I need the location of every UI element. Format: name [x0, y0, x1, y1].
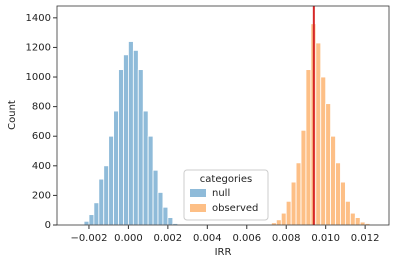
bar — [305, 69, 312, 226]
x-tick-label: 0.012 — [351, 233, 380, 244]
bar — [325, 103, 332, 226]
bar — [152, 169, 159, 226]
bar — [88, 214, 95, 226]
bar — [359, 221, 366, 226]
legend-swatch — [190, 189, 206, 197]
bar — [108, 135, 115, 226]
y-tick-label: 800 — [32, 102, 51, 113]
bar — [137, 69, 144, 226]
x-tick-label: 0.000 — [114, 233, 143, 244]
x-tick-label: 0.004 — [193, 233, 222, 244]
bar — [280, 212, 287, 226]
plot-frame — [56, 5, 390, 226]
y-tick-label: 0 — [45, 220, 51, 231]
x-tick-label: 0.008 — [272, 233, 301, 244]
bar — [123, 54, 129, 226]
bar — [147, 135, 154, 226]
bar — [330, 135, 336, 226]
bar — [98, 178, 105, 226]
legend-label: null — [212, 188, 230, 199]
x-axis-label: IRR — [215, 247, 232, 258]
bar — [132, 49, 139, 226]
x-tick-label: 0.002 — [154, 233, 183, 244]
y-tick-label: 1200 — [26, 42, 51, 53]
y-tick-label: 600 — [32, 131, 51, 142]
legend-swatch — [190, 204, 206, 212]
bar — [285, 200, 292, 226]
legend-label: observed — [212, 203, 258, 214]
bar — [335, 162, 341, 226]
bar — [354, 217, 361, 226]
bar — [83, 220, 90, 226]
bar — [167, 217, 174, 226]
bar — [295, 162, 302, 226]
bar — [275, 219, 282, 226]
bar — [103, 165, 110, 226]
y-axis-label: Count — [7, 100, 18, 130]
x-tick-label: 0.010 — [311, 233, 340, 244]
bar — [300, 129, 307, 226]
bar — [340, 181, 346, 226]
bar — [315, 42, 322, 226]
x-tick-label: −0.002 — [70, 233, 107, 244]
x-tick-label: 0.006 — [232, 233, 261, 244]
bar — [290, 181, 297, 226]
bar — [142, 110, 149, 226]
y-tick-label: 400 — [32, 161, 51, 172]
y-tick-label: 200 — [32, 190, 51, 201]
legend-title: categories — [200, 174, 252, 185]
bar — [118, 69, 124, 226]
bar — [349, 212, 356, 226]
y-tick-label: 1400 — [26, 13, 51, 24]
bar — [113, 110, 119, 226]
bar — [93, 202, 100, 226]
bar — [320, 76, 327, 226]
bar — [157, 192, 164, 226]
bar — [128, 41, 134, 226]
y-tick-label: 1000 — [26, 72, 51, 83]
bar — [162, 206, 169, 226]
bar — [345, 200, 351, 226]
